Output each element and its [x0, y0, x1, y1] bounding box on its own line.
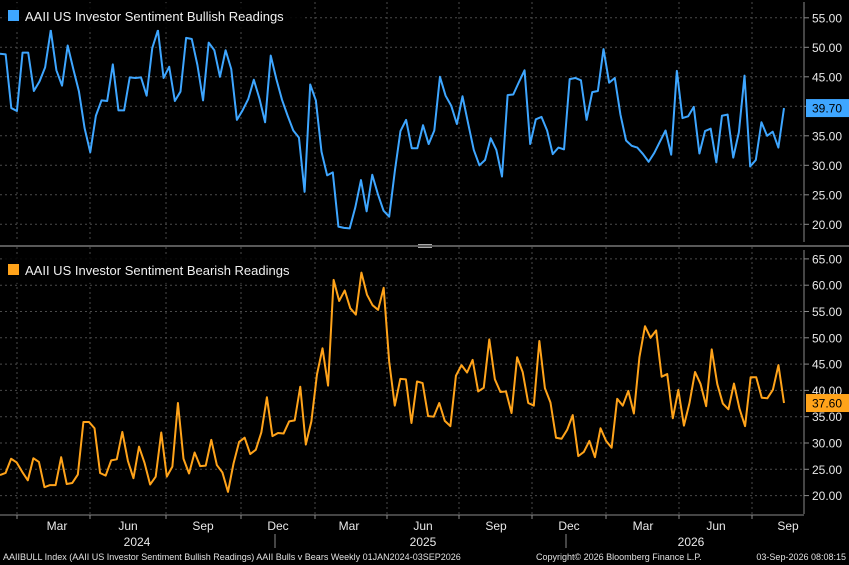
bullish-legend-swatch	[8, 10, 19, 21]
bullish-y-tick-label: 35.00	[812, 129, 842, 143]
bullish-last-value-box	[806, 99, 849, 118]
footer: AAIIBULL Index (AAII US Investor Sentime…	[3, 552, 846, 562]
x-month-label: Jun	[118, 519, 137, 533]
bearish-y-tick-label: 60.00	[812, 279, 842, 293]
bullish-y-tick-label: 50.00	[812, 41, 842, 55]
bullish-series-line	[0, 29, 785, 230]
panel-resize-handle[interactable]	[418, 244, 432, 248]
bullish-y-tick-label: 25.00	[812, 188, 842, 202]
x-year-label: 2024	[124, 535, 151, 549]
bullish-y-tick-label: 55.00	[812, 11, 842, 25]
bearish-y-tick-label: 20.00	[812, 489, 842, 503]
bearish-y-tick-label: 65.00	[812, 252, 842, 266]
bearish-grid	[0, 247, 804, 514]
footer-copyright: Copyright© 2026 Bloomberg Finance L.P.	[536, 552, 702, 562]
bearish-y-tick-label: 25.00	[812, 463, 842, 477]
x-month-label: Mar	[47, 519, 68, 533]
bearish-panel: 20.0025.0030.0035.0040.0045.0050.0055.00…	[0, 247, 849, 514]
bearish-y-tick-label: 50.00	[812, 331, 842, 345]
bearish-legend-label: AAII US Investor Sentiment Bearish Readi…	[25, 263, 290, 278]
bearish-legend: AAII US Investor Sentiment Bearish Readi…	[3, 256, 309, 283]
bullish-legend: AAII US Investor Sentiment Bullish Readi…	[3, 3, 303, 30]
x-month-label: Sep	[485, 519, 507, 533]
bearish-y-tick-label: 30.00	[812, 436, 842, 450]
bullish-panel: 20.0025.0030.0035.0040.0045.0050.0055.00…	[0, 2, 849, 242]
bearish-series-line	[0, 271, 785, 493]
bullish-y-tick-label: 45.00	[812, 70, 842, 84]
bullish-y-tick-label: 20.00	[812, 218, 842, 232]
x-year-label: 2025	[410, 535, 437, 549]
x-axis: Mar Jun Sep Dec Mar Jun Sep Dec Mar Jun Sep 2024 202…	[16, 515, 799, 549]
x-month-label: Sep	[192, 519, 214, 533]
x-month-label: Sep	[777, 519, 799, 533]
bearish-last-value-box	[806, 394, 849, 413]
x-year-label: 2026	[678, 535, 705, 549]
bullish-last-value-text: 39.70	[812, 102, 842, 116]
bullish-grid	[0, 2, 804, 242]
x-month-label: Mar	[633, 519, 654, 533]
x-month-label: Jun	[413, 519, 432, 533]
bullish-y-tick-label: 30.00	[812, 159, 842, 173]
x-month-label: Dec	[267, 519, 288, 533]
bullish-legend-label: AAII US Investor Sentiment Bullish Readi…	[25, 9, 284, 24]
bullish-last-value-badge: 39.70	[806, 99, 849, 118]
bearish-y-tick-label: 55.00	[812, 305, 842, 319]
x-month-label: Jun	[706, 519, 725, 533]
x-month-label: Dec	[558, 519, 579, 533]
bearish-y-tick-label: 35.00	[812, 410, 842, 424]
footer-timestamp: 03-Sep-2026 08:08:15	[756, 552, 846, 562]
bearish-last-value-text: 37.60	[812, 397, 842, 411]
footer-series-info: AAIIBULL Index (AAII US Investor Sentime…	[3, 552, 461, 562]
x-month-label: Mar	[339, 519, 360, 533]
bearish-last-value-badge: 37.60	[806, 394, 849, 413]
bearish-y-tick-label: 45.00	[812, 358, 842, 372]
bearish-legend-swatch	[8, 264, 19, 275]
